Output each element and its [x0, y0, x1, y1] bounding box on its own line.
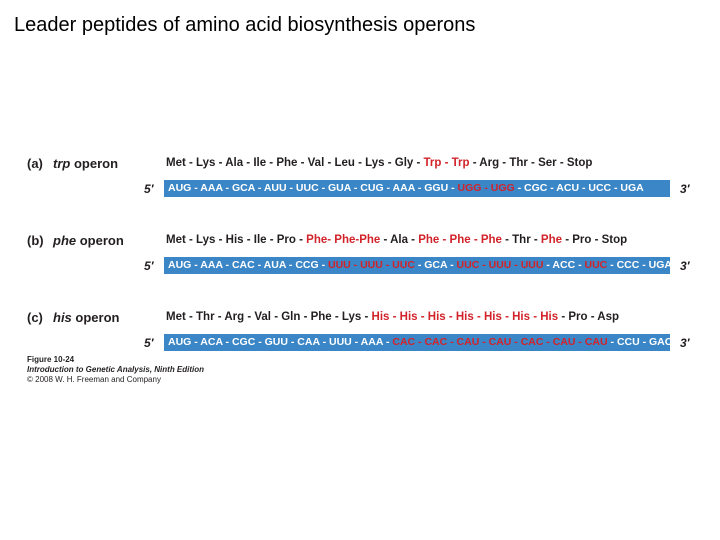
panel-label: (a) trp operon	[27, 156, 118, 171]
book-title: Introduction to Genetic Analysis, Ninth …	[27, 365, 205, 374]
panel-label: (b) phe operon	[27, 233, 124, 248]
gene-name: trp	[53, 156, 71, 171]
five-prime-end: 5′	[144, 336, 154, 350]
operon-word: operon	[70, 156, 119, 171]
operon-word: operon	[76, 233, 124, 248]
mrna-segment: - CCC - UGA	[607, 259, 672, 271]
gene-name: his	[53, 310, 72, 325]
three-prime-end: 3′	[680, 259, 690, 273]
mrna-segment: AUG - ACA - CGC - GUU - CAA - UUU - AAA …	[168, 336, 393, 348]
five-prime-end: 5′	[144, 182, 154, 196]
regulatory-codons-peptide: Phe	[540, 234, 562, 246]
peptide-segment: Met - Lys - Ala - Ile - Phe - Val - Leu …	[166, 157, 424, 169]
three-prime-end: 3′	[680, 182, 690, 196]
figure-caption: Figure 10-24 Introduction to Genetic Ana…	[27, 355, 204, 385]
mrna-sequence-bar: AUG - ACA - CGC - GUU - CAA - UUU - AAA …	[164, 334, 673, 351]
slide-title: Leader peptides of amino acid biosynthes…	[14, 14, 476, 36]
regulatory-codons-peptide: Phe - Phe - Phe	[418, 234, 502, 246]
leader-peptide-sequence: Met - Lys - His - Ile - Pro - Phe- Phe-P…	[166, 234, 627, 246]
mrna-sequence-bar: AUG - AAA - GCA - AUU - UUC - GUA - CUG …	[164, 180, 670, 197]
regulatory-codons-mrna: UUU - UUU - UUC	[328, 259, 415, 271]
mrna-segment: AUG - AAA - CAC - AUA - CCG -	[168, 259, 329, 271]
mrna-segment: - ACC -	[543, 259, 585, 271]
regulatory-codons-mrna: CAC - CAC - CAU - CAU - CAC - CAU - CAU	[392, 336, 608, 348]
peptide-segment: Met - Lys - His - Ile - Pro -	[166, 234, 307, 246]
panel-letter: (c)	[27, 310, 43, 325]
five-prime-end: 5′	[144, 259, 154, 273]
panel-letter: (a)	[27, 156, 43, 171]
regulatory-codons-mrna: UUC - UUU - UUU	[456, 259, 544, 271]
peptide-segment: Met - Thr - Arg - Val - Gln - Phe - Lys …	[166, 311, 372, 323]
peptide-segment: - Arg - Thr - Ser - Stop	[469, 157, 593, 169]
peptide-segment: - Ala -	[380, 234, 419, 246]
regulatory-codons-peptide: His - His - His - His - His - His - His	[371, 311, 559, 323]
regulatory-codons-peptide: Trp - Trp	[423, 157, 470, 169]
leader-peptide-sequence: Met - Lys - Ala - Ile - Phe - Val - Leu …	[166, 157, 592, 169]
mrna-segment: - CCU - GAC	[607, 336, 673, 348]
three-prime-end: 3′	[680, 336, 690, 350]
figure-number: Figure 10-24	[27, 355, 75, 364]
gene-name: phe	[53, 233, 77, 248]
regulatory-codons-mrna: UUC	[584, 259, 608, 271]
peptide-segment: - Thr -	[501, 234, 541, 246]
panel-label: (c) his operon	[27, 310, 119, 325]
regulatory-codons-peptide: Phe- Phe-Phe	[306, 234, 381, 246]
regulatory-codons-mrna: UGG - UGG	[457, 182, 515, 194]
mrna-segment: - CGC - ACU - UCC - UGA	[514, 182, 644, 194]
mrna-segment: - GCA -	[414, 259, 457, 271]
peptide-segment: - Pro - Stop	[562, 234, 628, 246]
operon-word: operon	[71, 310, 120, 325]
mrna-segment: AUG - AAA - GCA - AUU - UUC - GUA - CUG …	[168, 182, 458, 194]
leader-peptide-sequence: Met - Thr - Arg - Val - Gln - Phe - Lys …	[166, 311, 619, 323]
peptide-segment: - Pro - Asp	[558, 311, 620, 323]
copyright-line: © 2008 W. H. Freeman and Company	[27, 375, 161, 384]
panel-letter: (b)	[27, 233, 44, 248]
mrna-sequence-bar: AUG - AAA - CAC - AUA - CCG - UUU - UUU …	[164, 257, 672, 274]
